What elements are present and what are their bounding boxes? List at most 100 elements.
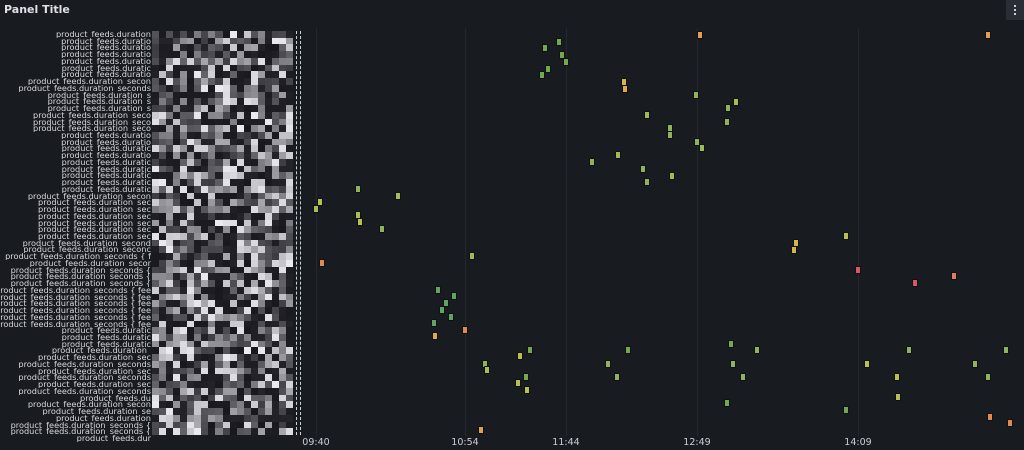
data-point-marker[interactable]	[317, 198, 323, 206]
data-point-marker[interactable]	[319, 259, 325, 267]
row-label: product_feeds.duratic	[61, 158, 151, 166]
data-point-marker[interactable]	[517, 352, 523, 360]
data-point-marker[interactable]	[431, 319, 437, 327]
data-point-marker[interactable]	[355, 185, 361, 193]
data-point-marker[interactable]	[469, 252, 475, 260]
row-label: product_feeds.duration_seconds {	[10, 428, 151, 436]
data-point-marker[interactable]	[563, 58, 569, 66]
row-label: product_feeds.duration_seconc	[23, 246, 151, 254]
row-label: product_feeds.duratio	[61, 37, 151, 45]
panel-menu-button[interactable]	[1006, 0, 1024, 20]
data-point-marker[interactable]	[614, 373, 620, 381]
data-point-marker[interactable]	[605, 360, 611, 368]
x-tick-label: 10:54	[451, 437, 479, 448]
data-point-marker[interactable]	[724, 118, 730, 126]
row-label: product_feeds.duration_seconds {	[10, 421, 151, 429]
data-point-marker[interactable]	[730, 360, 736, 368]
data-point-marker[interactable]	[539, 71, 545, 79]
data-point-marker[interactable]	[451, 292, 457, 300]
data-point-marker[interactable]	[1003, 346, 1009, 354]
data-point-marker[interactable]	[906, 346, 912, 354]
data-point-marker[interactable]	[843, 406, 849, 414]
data-point-marker[interactable]	[448, 313, 454, 321]
data-point-marker[interactable]	[669, 172, 675, 180]
row-label: product_feeds.duratic	[61, 334, 151, 341]
x-tick-label: 11:44	[552, 437, 580, 448]
data-point-marker[interactable]	[644, 178, 650, 186]
data-point-marker[interactable]	[987, 413, 993, 421]
data-point-marker[interactable]	[435, 286, 441, 294]
data-point-marker[interactable]	[951, 272, 957, 280]
data-point-marker[interactable]	[625, 346, 631, 354]
data-point-marker[interactable]	[515, 379, 521, 387]
row-label: product_feeds.duration_sec	[38, 354, 151, 362]
data-point-marker[interactable]	[693, 91, 699, 99]
data-point-marker[interactable]	[478, 426, 484, 434]
gridline	[566, 28, 567, 436]
data-point-marker[interactable]	[556, 38, 562, 46]
data-point-marker[interactable]	[694, 138, 700, 146]
row-label: product_feeds.duratic	[61, 64, 151, 72]
data-point-marker[interactable]	[740, 373, 746, 381]
data-point-marker[interactable]	[542, 44, 548, 52]
data-point-marker[interactable]	[395, 192, 401, 200]
data-point-marker[interactable]	[985, 373, 991, 381]
row-label: product_feeds.duratic	[61, 340, 151, 348]
row-label: product_feeds.duratic	[61, 165, 151, 173]
x-tick-label: 09:40	[302, 437, 330, 448]
gridline	[697, 28, 698, 436]
data-point-marker[interactable]	[523, 373, 529, 381]
data-point-marker[interactable]	[622, 85, 628, 93]
data-point-marker[interactable]	[357, 218, 363, 226]
data-point-marker[interactable]	[589, 158, 595, 166]
data-point-marker[interactable]	[754, 346, 760, 354]
data-point-marker[interactable]	[667, 131, 673, 139]
data-point-marker[interactable]	[864, 360, 870, 368]
row-label: product_feeds.duratic	[61, 185, 151, 193]
row-label: product_feeds.duration_seconds { fee	[0, 313, 151, 321]
data-point-marker[interactable]	[733, 98, 739, 106]
dashed-divider	[300, 31, 301, 435]
data-point-marker[interactable]	[379, 225, 385, 233]
data-point-marker[interactable]	[443, 299, 449, 307]
data-point-marker[interactable]	[725, 104, 731, 112]
data-point-marker[interactable]	[855, 266, 861, 274]
data-point-marker[interactable]	[791, 246, 797, 254]
gridline	[316, 28, 317, 436]
row-label: product_feeds.duratic	[61, 145, 151, 153]
row-label: product_feeds.duration_sec	[38, 367, 151, 375]
data-point-marker[interactable]	[462, 326, 468, 334]
data-point-marker[interactable]	[728, 340, 734, 348]
data-point-marker[interactable]	[432, 332, 438, 340]
data-point-marker[interactable]	[439, 306, 445, 314]
data-point-marker[interactable]	[972, 360, 978, 368]
data-point-marker[interactable]	[912, 279, 918, 287]
data-point-marker[interactable]	[640, 165, 646, 173]
data-point-marker[interactable]	[843, 232, 849, 240]
data-point-marker[interactable]	[985, 31, 991, 39]
data-point-marker[interactable]	[697, 31, 703, 39]
row-label: product_feeds.duration_secon	[27, 78, 151, 86]
data-point-marker[interactable]	[484, 366, 490, 374]
data-point-marker[interactable]	[1007, 419, 1013, 427]
row-label: product_feeds.duration_seconds { fee	[0, 320, 151, 328]
data-point-marker[interactable]	[644, 111, 650, 119]
row-label: product_feeds.duration_seconds {	[10, 266, 151, 274]
heatmap-column	[152, 31, 294, 436]
data-point-marker[interactable]	[545, 65, 551, 73]
row-label: product_feeds.duration_sec	[38, 219, 151, 227]
data-point-marker[interactable]	[524, 386, 530, 394]
dashed-divider	[296, 31, 297, 435]
data-point-marker[interactable]	[559, 51, 565, 59]
row-label: product_feeds.duratio	[61, 152, 151, 160]
data-point-marker[interactable]	[313, 205, 319, 213]
data-point-marker[interactable]	[527, 346, 533, 354]
row-label: product_feeds.duration_seconds { fee	[0, 300, 151, 308]
data-point-marker[interactable]	[699, 144, 705, 152]
data-point-marker[interactable]	[894, 373, 900, 381]
row-label: product_feeds.duration_seco	[33, 125, 151, 133]
data-point-marker[interactable]	[895, 393, 901, 401]
data-point-marker[interactable]	[615, 151, 621, 159]
data-point-marker[interactable]	[724, 399, 730, 407]
row-label: product_feeds.duration_s	[47, 91, 151, 99]
